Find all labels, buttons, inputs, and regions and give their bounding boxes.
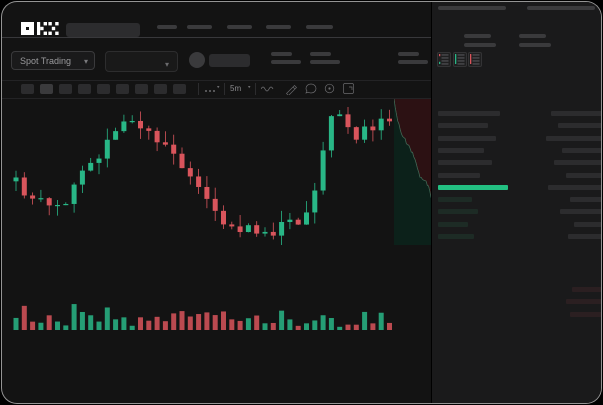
svg-text:5m: 5m: [230, 84, 241, 93]
